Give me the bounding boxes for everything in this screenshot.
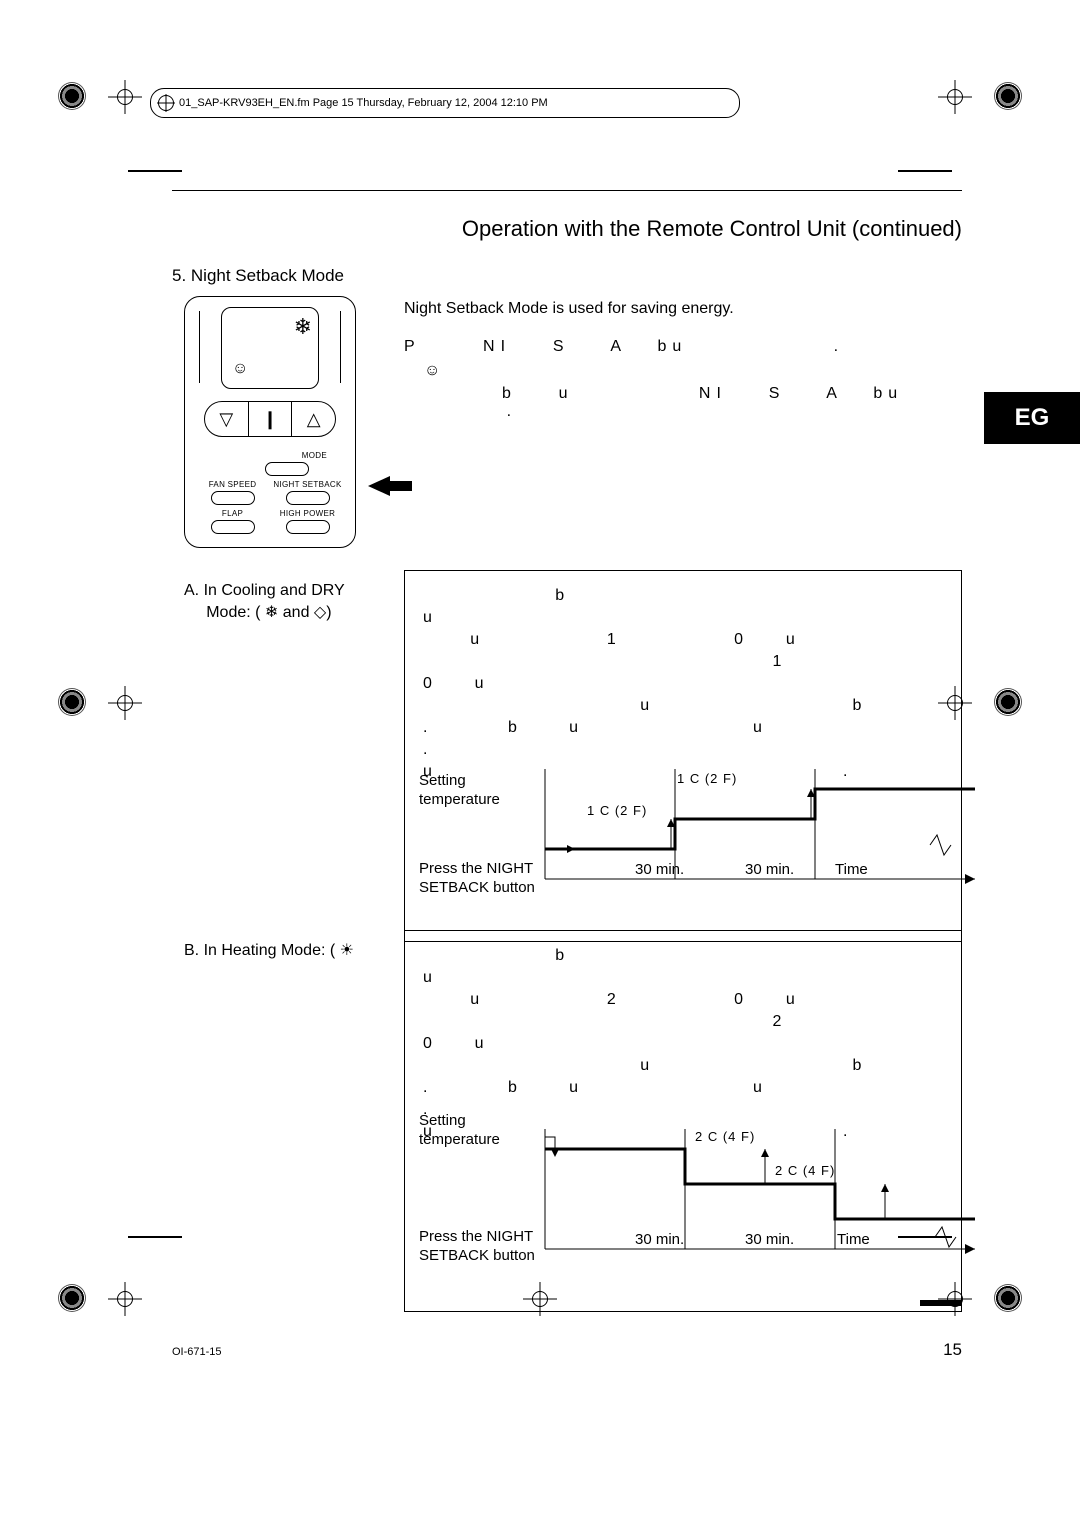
content-area: Operation with the Remote Control Unit (… — [172, 190, 962, 1368]
printer-mark-icon — [994, 1284, 1022, 1312]
flap-label: FLAP — [195, 509, 270, 518]
x-axis-label: Time — [835, 861, 868, 878]
face-icon: ☺ — [424, 362, 440, 380]
crosshair-icon — [108, 1282, 142, 1316]
step-magnitude-label: 1 C (2 F) — [587, 803, 647, 818]
temp-up-icon: △ — [291, 402, 335, 436]
night-setback-label: NIGHT SETBACK — [270, 480, 345, 489]
language-tab: EG — [984, 392, 1080, 444]
high-power-label: HIGH POWER — [270, 509, 345, 518]
diagram-line — [199, 311, 200, 383]
cooling-graph-box: b u u 1 0 u 1 0 u u b . b — [404, 570, 962, 942]
temp-down-icon: ▽ — [205, 402, 248, 436]
printer-mark-icon — [994, 688, 1022, 716]
heating-graph-box: b u u 2 0 u 2 0 u u b . b — [404, 930, 962, 1312]
step-magnitude-label: 1 C (2 F) — [677, 771, 737, 786]
step-magnitude-label: 2 C (4 F) — [695, 1129, 755, 1144]
printer-mark-icon — [58, 82, 86, 110]
cooling-step-chart — [535, 749, 995, 919]
mode-button — [265, 462, 309, 476]
fan-speed-button — [211, 491, 255, 505]
crosshair-icon — [938, 80, 972, 114]
printer-mark-icon — [994, 82, 1022, 110]
x-axis-label: Time — [837, 1231, 870, 1248]
step2-prefix: . — [507, 403, 511, 420]
heating-step-chart — [535, 1109, 995, 1289]
divider-icon: ❙ — [248, 402, 292, 436]
step2-text: b u NI S A bu — [502, 385, 903, 403]
page-number: 15 — [943, 1340, 962, 1360]
high-power-button — [286, 520, 330, 534]
press-label: Press the NIGHT SETBACK button — [419, 859, 535, 897]
night-setback-button — [286, 491, 330, 505]
mode-b-heading: B. In Heating Mode: ( ☀ — [184, 940, 354, 962]
mode-label: MODE — [195, 451, 327, 460]
step1-text: P NI S A bu . — [404, 336, 962, 358]
mode-a-heading: A. In Cooling and DRY Mode: ( ❄ and ◇) — [184, 580, 345, 624]
step-magnitude-label: 2 C (4 F) — [775, 1163, 835, 1178]
section-heading: 5. Night Setback Mode — [172, 266, 344, 286]
snowflake-icon: ❄ — [294, 314, 312, 340]
crosshair-icon — [108, 686, 142, 720]
crosshair-icon — [157, 94, 175, 112]
printer-mark-icon — [58, 688, 86, 716]
fan-speed-label: FAN SPEED — [195, 480, 270, 489]
y-axis-label: Setting temperature — [419, 771, 500, 809]
page-title: Operation with the Remote Control Unit (… — [172, 216, 962, 242]
rule-line — [172, 190, 962, 191]
x-tick-label: 30 min. — [635, 861, 684, 878]
crosshair-icon — [108, 80, 142, 114]
x-tick-label: 30 min. — [745, 861, 794, 878]
trim-mark — [898, 170, 952, 172]
filename-text: 01_SAP-KRV93EH_EN.fm Page 15 Thursday, F… — [179, 97, 548, 109]
press-label: Press the NIGHT SETBACK button — [419, 1227, 535, 1265]
x-tick-label: 30 min. — [635, 1231, 684, 1248]
y-axis-label: Setting temperature — [419, 1111, 500, 1149]
remote-button-labels: MODE FAN SPEED NIGHT SETBACK — [195, 447, 345, 534]
printer-mark-icon — [58, 1284, 86, 1312]
x-tick-label: 30 min. — [745, 1231, 794, 1248]
diagram-line — [340, 311, 341, 383]
remote-control-diagram: ☺ ❄ ▽ ❙ △ MODE FAN SPEED — [184, 296, 356, 548]
pointer-arrow-icon — [368, 476, 390, 496]
remote-display: ☺ ❄ — [221, 307, 319, 389]
source-file-header: 01_SAP-KRV93EH_EN.fm Page 15 Thursday, F… — [150, 88, 740, 118]
intro-text: Night Setback Mode is used for saving en… — [404, 300, 734, 318]
side-index-mark — [920, 1300, 962, 1306]
trim-mark — [128, 170, 182, 172]
page: 01_SAP-KRV93EH_EN.fm Page 15 Thursday, F… — [0, 0, 1080, 1528]
document-id: OI-671-15 — [172, 1346, 222, 1358]
temp-buttons: ▽ ❙ △ — [204, 401, 336, 437]
face-icon: ☺ — [232, 360, 248, 378]
flap-button — [211, 520, 255, 534]
